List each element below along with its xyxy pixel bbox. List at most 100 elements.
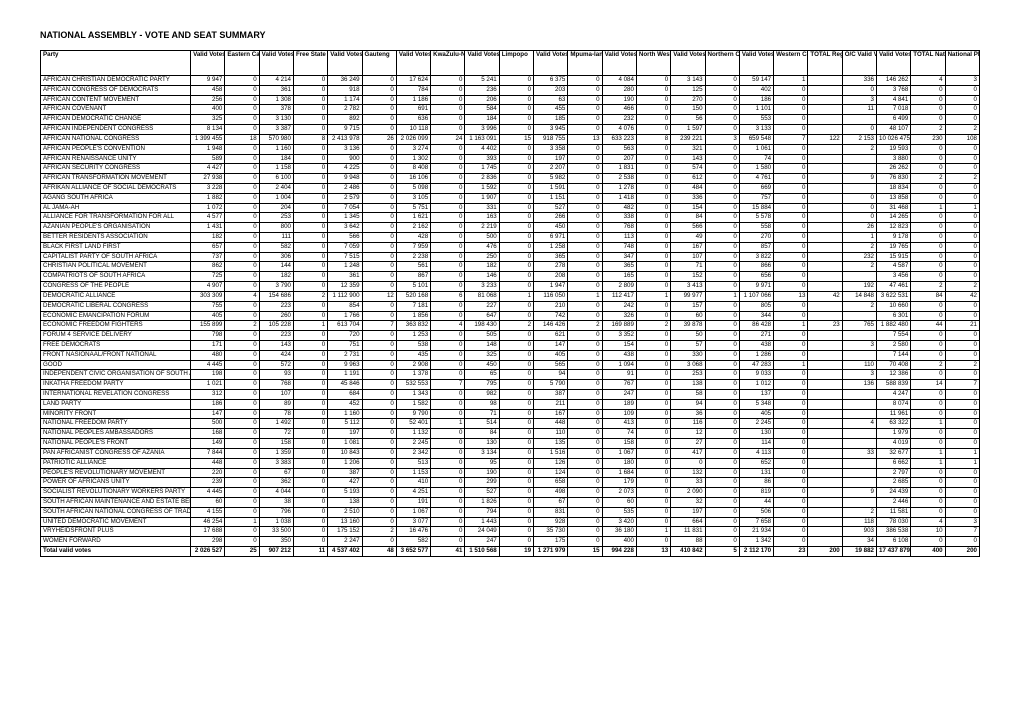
value-cell: 0 (911, 154, 945, 164)
value-cell: 19 765 (877, 242, 911, 252)
value-cell: 1 278 (602, 183, 636, 193)
value-cell: 1 684 (602, 468, 636, 478)
value-cell: 0 (499, 517, 533, 527)
value-cell: 14 848 (842, 291, 876, 301)
value-cell (808, 360, 842, 370)
value-cell: 0 (911, 350, 945, 360)
value-cell: 410 842 (671, 547, 705, 557)
value-cell: 1 979 (877, 429, 911, 439)
value-cell: 0 (774, 301, 808, 311)
value-cell: 184 (259, 154, 293, 164)
value-cell: 3 413 (671, 282, 705, 292)
value-cell: 0 (362, 282, 396, 292)
value-cell: 0 (362, 468, 396, 478)
party-cell: AFRICAN RENAISSANCE UNITY (41, 154, 191, 164)
value-cell: 0 (293, 331, 327, 341)
value-cell: 180 (602, 458, 636, 468)
value-cell: 0 (774, 223, 808, 233)
value-cell: 1 882 480 (877, 321, 911, 331)
value-cell: 197 (671, 507, 705, 517)
value-cell: 303 309 (191, 291, 225, 301)
value-cell: 0 (293, 380, 327, 390)
value-cell: 0 (431, 95, 465, 105)
value-cell: 1 (774, 76, 808, 86)
value-cell: 563 (602, 144, 636, 154)
value-cell: 1 882 (191, 193, 225, 203)
value-cell: 3 (705, 134, 739, 144)
value-cell: 1 (945, 203, 979, 213)
value-cell: 63 (534, 95, 568, 105)
value-cell (808, 85, 842, 95)
value-cell (808, 115, 842, 125)
value-cell: 748 (602, 242, 636, 252)
value-cell: 892 (328, 115, 362, 125)
value-cell: 206 (465, 95, 499, 105)
value-cell: 0 (911, 105, 945, 115)
value-cell: 0 (636, 350, 670, 360)
party-cell: SOCIALIST REVOLUTIONARY WORKERS PARTY (41, 488, 191, 498)
value-cell: 0 (636, 468, 670, 478)
value-cell: 0 (293, 233, 327, 243)
value-cell: 0 (431, 144, 465, 154)
value-cell: 3 420 (602, 517, 636, 527)
value-cell (808, 203, 842, 213)
value-cell: 0 (636, 125, 670, 135)
value-cell: 0 (293, 144, 327, 154)
value-cell: 0 (225, 488, 259, 498)
value-cell: 0 (431, 517, 465, 527)
table-row: AFRICAN DEMOCRATIC CHANGE32503 130089206… (41, 115, 980, 125)
value-cell: 0 (945, 193, 979, 203)
value-cell: 0 (362, 193, 396, 203)
value-cell: 584 (465, 105, 499, 115)
value-cell: 0 (431, 458, 465, 468)
value-cell: 636 (396, 115, 430, 125)
value-cell: 2 (636, 321, 670, 331)
value-cell: 565 (534, 360, 568, 370)
value-cell: 796 (259, 507, 293, 517)
value-cell: 720 (328, 331, 362, 341)
value-cell: 0 (362, 233, 396, 243)
value-cell: 0 (225, 458, 259, 468)
value-cell: 387 (328, 468, 362, 478)
table-row: FREE DEMOCRATS17101430751053801480147015… (41, 340, 980, 350)
value-cell: 247 (602, 390, 636, 400)
party-cell: LAND PARTY (41, 399, 191, 409)
value-cell: 417 (671, 448, 705, 458)
value-cell: 0 (945, 370, 979, 380)
value-cell: 0 (945, 488, 979, 498)
value-cell: 0 (499, 193, 533, 203)
value-cell: 0 (945, 340, 979, 350)
value-cell: 410 (396, 478, 430, 488)
value-cell: 1 (636, 527, 670, 537)
value-cell: 0 (705, 252, 739, 262)
value-cell: 13 (774, 291, 808, 301)
value-cell: 3 652 577 (396, 547, 430, 557)
value-cell: 0 (499, 213, 533, 223)
value-cell: 0 (774, 527, 808, 537)
value-cell: 0 (431, 262, 465, 272)
value-cell: 344 (739, 311, 773, 321)
value-cell: 15 (499, 134, 533, 144)
value-cell: 0 (568, 517, 602, 527)
value-cell: 19 (499, 547, 533, 557)
value-cell: 0 (499, 448, 533, 458)
value-cell: 111 (259, 233, 293, 243)
value-cell: 24 049 (465, 527, 499, 537)
value-cell: 41 (431, 547, 465, 557)
value-cell: 0 (499, 242, 533, 252)
value-cell: 0 (293, 105, 327, 115)
table-row: CAPITALIST PARTY OF SOUTH AFRICA73703060… (41, 252, 980, 262)
value-cell: 1 248 (328, 262, 362, 272)
value-cell: 7 059 (328, 242, 362, 252)
value-cell: 0 (774, 164, 808, 174)
value-cell (808, 144, 842, 154)
value-cell: 10 843 (328, 448, 362, 458)
value-cell: 572 (259, 360, 293, 370)
value-cell: 232 (842, 252, 876, 262)
value-cell: 5 790 (534, 380, 568, 390)
value-cell: 0 (568, 468, 602, 478)
table-row: AFRICAN INDEPENDENT CONGRESS8 13403 3870… (41, 125, 980, 135)
value-cell: 0 (945, 144, 979, 154)
value-cell: 1 101 (739, 105, 773, 115)
value-cell: 0 (431, 154, 465, 164)
